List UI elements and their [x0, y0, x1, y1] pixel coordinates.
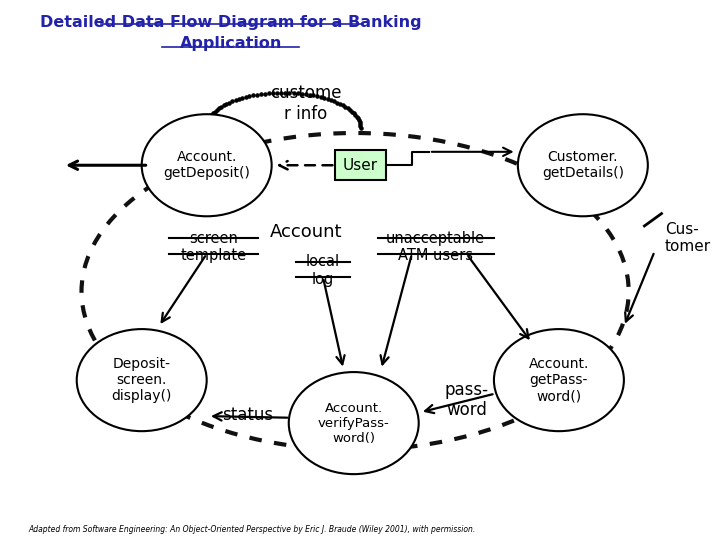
Text: User: User — [343, 158, 378, 173]
Text: unacceptable
ATM users: unacceptable ATM users — [386, 231, 485, 263]
Text: local
log: local log — [306, 254, 340, 287]
Text: Deposit-
screen.
display(): Deposit- screen. display() — [112, 357, 172, 403]
Circle shape — [142, 114, 271, 217]
Text: screen
template: screen template — [181, 231, 246, 263]
FancyBboxPatch shape — [335, 151, 386, 180]
Text: Account.
getPass-
word(): Account. getPass- word() — [528, 357, 589, 403]
Text: Application: Application — [179, 36, 282, 51]
Circle shape — [518, 114, 648, 217]
Circle shape — [77, 329, 207, 431]
Text: Account: Account — [269, 224, 342, 241]
Text: Adapted from Software Engineering: An Object-Oriented Perspective by Eric J. Bra: Adapted from Software Engineering: An Ob… — [29, 525, 476, 534]
Text: Detailed Data Flow Diagram for a Banking: Detailed Data Flow Diagram for a Banking — [40, 15, 421, 30]
Text: Customer.
getDetails(): Customer. getDetails() — [542, 150, 624, 180]
Text: Account.
verifyPass-
word(): Account. verifyPass- word() — [318, 402, 390, 444]
Text: custome
r info: custome r info — [270, 84, 341, 123]
Text: status: status — [222, 406, 274, 424]
Text: pass-
word: pass- word — [444, 381, 489, 420]
Text: Cus-
tomer: Cus- tomer — [665, 221, 711, 254]
Circle shape — [494, 329, 624, 431]
Circle shape — [289, 372, 419, 474]
Text: Account.
getDeposit(): Account. getDeposit() — [163, 150, 250, 180]
